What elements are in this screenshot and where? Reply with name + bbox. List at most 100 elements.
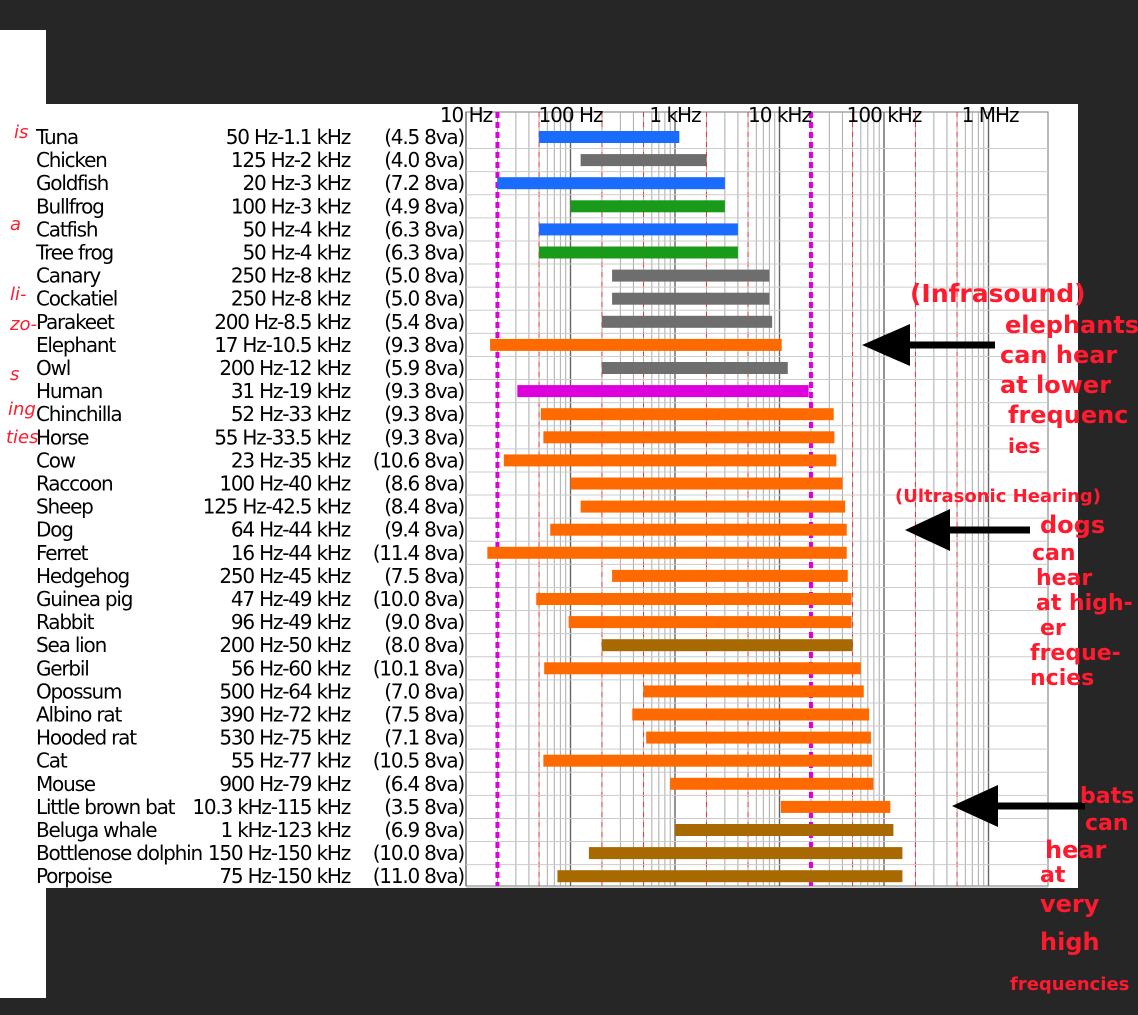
octaves-albino-rat: (7.5 8va) (384, 703, 464, 727)
left-fragment-notes: is a li- zo- s ing ties (6, 122, 39, 448)
bar-elephant (490, 338, 782, 351)
bar-guinea-pig (536, 593, 852, 605)
ultrasonic-line-0: dogs (1040, 511, 1105, 539)
range-canary: 250 Hz-8 kHz (231, 264, 351, 288)
range-human: 31 Hz-19 kHz (231, 379, 351, 403)
bar-catfish (539, 223, 738, 236)
x-tick-label: 10 kHz (748, 104, 811, 127)
ultrasonic-note: (Ultrasonic Hearing) dogs can hear at hi… (895, 486, 1133, 691)
ultrasonic-line-3: at high- (1036, 591, 1133, 616)
bar-sheep (580, 500, 846, 513)
bats-note: bats can hear at very high frequencies (1010, 784, 1134, 995)
bar-chicken (580, 154, 707, 167)
octaves-dog: (9.4 8va) (384, 518, 464, 542)
infrasound-line-2: at lower (1000, 371, 1111, 399)
octaves-ferret: (11.4 8va) (373, 541, 465, 565)
bar-cow (503, 454, 837, 467)
bats-line-1: can (1085, 811, 1129, 836)
animal-name-canary: Canary (36, 264, 101, 288)
range-little-brown-bat: 10.3 kHz-115 kHz (192, 795, 350, 819)
bats-line-6: frequencies (1010, 974, 1129, 995)
bats-line-4: very (1040, 890, 1100, 918)
octaves-opossum: (7.0 8va) (384, 679, 464, 703)
x-tick-label: 100 Hz (538, 104, 603, 127)
bar-hooded-rat (646, 731, 871, 744)
octaves-guinea-pig: (10.0 8va) (373, 587, 465, 611)
animal-name-bullfrog: Bullfrog (36, 194, 104, 218)
octaves-bullfrog: (4.9 8va) (384, 194, 464, 218)
animal-name-tuna: Tuna (35, 125, 78, 149)
octaves-chicken: (4.0 8va) (384, 148, 464, 172)
range-parakeet: 200 Hz-8.5 kHz (214, 310, 350, 334)
left-note-2: li- (10, 284, 27, 305)
octaves-mouse: (6.4 8va) (384, 772, 464, 796)
octaves-raccoon: (8.6 8va) (384, 472, 464, 496)
infrasound-note: (Infrasound) elephants can hear at lower… (910, 279, 1138, 458)
bar-bottlenose-dolphin (588, 847, 903, 860)
bar-ferret (487, 546, 847, 559)
octaves-sea-lion: (8.0 8va) (384, 633, 464, 657)
animal-name-cockatiel: Cockatiel (36, 287, 117, 311)
range-sea-lion: 200 Hz-50 kHz (219, 633, 350, 657)
octaves-parakeet: (5.4 8va) (384, 310, 464, 334)
bar-little-brown-bat (780, 800, 891, 813)
bar-parakeet (601, 315, 773, 328)
range-ferret: 16 Hz-44 kHz (231, 541, 351, 565)
animal-name-sea-lion: Sea lion (36, 633, 106, 657)
animal-name-rabbit: Rabbit (36, 610, 95, 634)
range-cat: 55 Hz-77 kHz (231, 749, 351, 773)
animal-name-parakeet: Parakeet (36, 310, 115, 334)
octaves-tuna: (4.5 8va) (384, 125, 464, 149)
bar-mouse (670, 777, 874, 790)
octaves-bottlenose-dolphin: (10.0 8va) (373, 841, 465, 865)
bar-canary (612, 269, 770, 282)
octaves-hedgehog: (7.5 8va) (384, 564, 464, 588)
range-goldfish: 20 Hz-3 kHz (242, 171, 350, 195)
x-axis-ticks: 10 Hz 100 Hz 1 kHz 10 kHz 100 kHz 1 MHz (440, 104, 1020, 127)
bar-raccoon (570, 477, 843, 490)
range-rabbit: 96 Hz-49 kHz (231, 610, 351, 634)
octaves-sheep: (8.4 8va) (384, 495, 464, 519)
animal-name-chinchilla: Chinchilla (36, 402, 121, 426)
octaves-rabbit: (9.0 8va) (384, 610, 464, 634)
hearing-range-chart: Tuna 50 Hz-1.1 kHz (4.5 8va) Chicken 125 Hz-… (35, 104, 1049, 888)
bar-opossum (643, 685, 864, 698)
animal-name-porpoise: Porpoise (36, 864, 112, 888)
octaves-tree-frog: (6.3 8va) (384, 241, 464, 265)
bar-dog (550, 523, 847, 536)
bars-layer (487, 131, 903, 883)
animal-name-opossum: Opossum (36, 679, 121, 703)
infrasound-line-3: frequenc (1008, 401, 1128, 429)
range-guinea-pig: 47 Hz-49 kHz (231, 587, 351, 611)
bar-porpoise (557, 870, 903, 883)
range-mouse: 900 Hz-79 kHz (219, 772, 350, 796)
bar-tree-frog (539, 246, 738, 259)
range-cockatiel: 250 Hz-8 kHz (231, 287, 351, 311)
range-opossum: 500 Hz-64 kHz (219, 679, 350, 703)
arrow-ultrasonic (905, 509, 1030, 551)
animal-name-bottlenose-dolphin: Bottlenose dolphin (36, 841, 202, 865)
bats-line-3: at (1040, 863, 1066, 888)
animal-name-catfish: Catfish (36, 217, 97, 241)
range-catfish: 50 Hz-4 kHz (242, 217, 350, 241)
animal-name-owl: Owl (36, 356, 70, 380)
range-tuna: 50 Hz-1.1 kHz (226, 125, 351, 149)
octaves-gerbil: (10.1 8va) (373, 656, 465, 680)
octaves-porpoise: (11.0 8va) (373, 864, 465, 888)
animal-name-hedgehog: Hedgehog (36, 564, 129, 588)
octaves-elephant: (9.3 8va) (384, 333, 464, 357)
range-chinchilla: 52 Hz-33 kHz (231, 402, 351, 426)
animal-name-beluga-whale: Beluga whale (36, 818, 157, 842)
range-bullfrog: 100 Hz-3 kHz (231, 194, 351, 218)
bar-sea-lion (601, 639, 853, 652)
animal-name-tree-frog: Tree frog (35, 241, 113, 265)
animal-name-goldfish: Goldfish (36, 171, 108, 195)
x-tick-label: 10 Hz (440, 104, 493, 127)
arrow-bats (952, 785, 1085, 827)
animal-name-chicken: Chicken (36, 148, 107, 172)
range-owl: 200 Hz-12 kHz (219, 356, 350, 380)
bats-line-5: high (1040, 928, 1100, 956)
animal-name-ferret: Ferret (36, 541, 89, 565)
bats-line-2: hear (1045, 836, 1107, 864)
